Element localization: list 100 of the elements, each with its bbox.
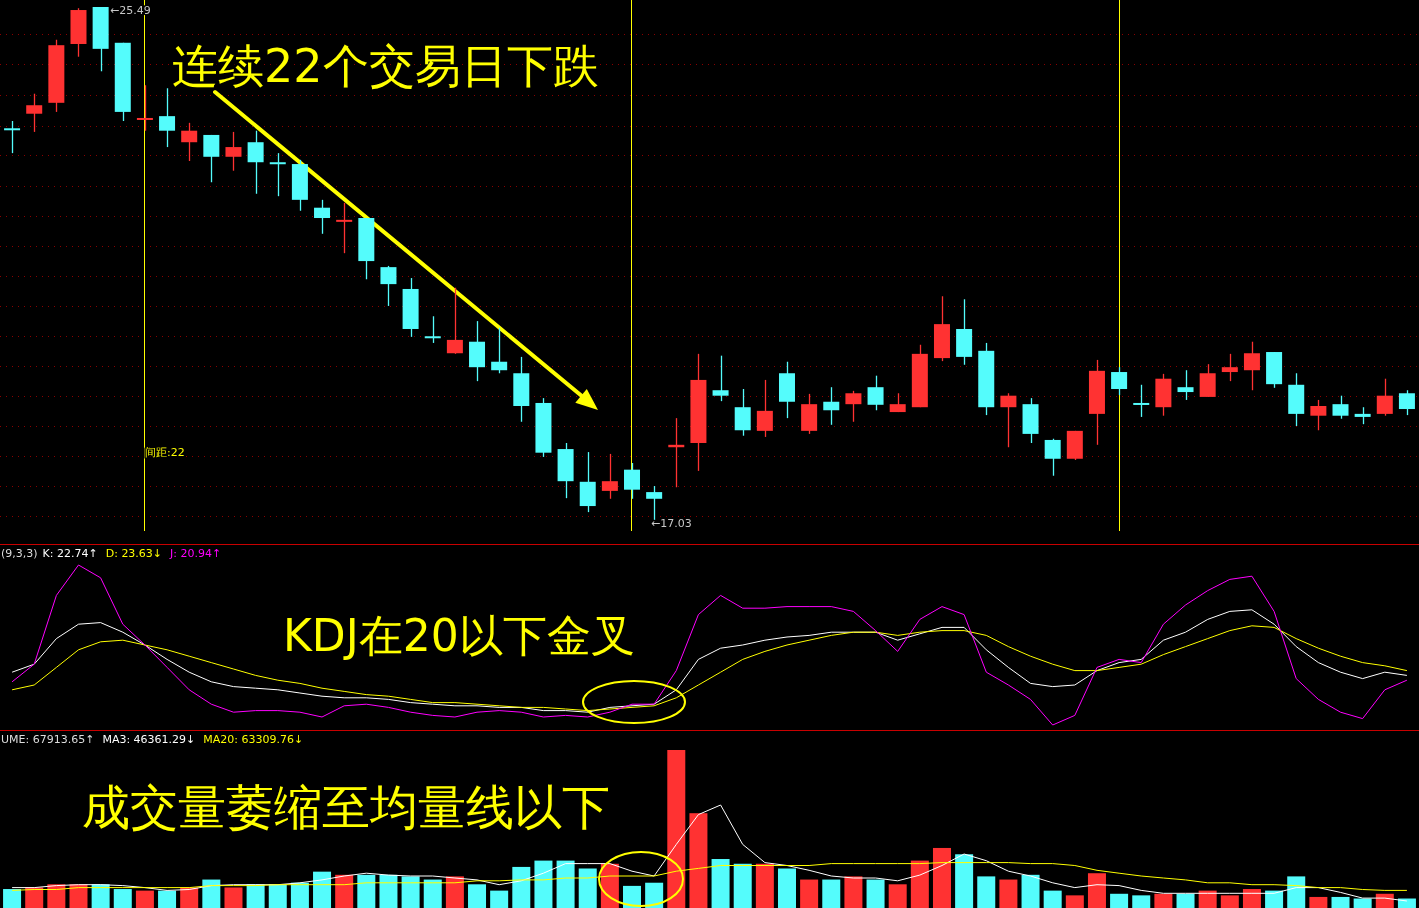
bar bbox=[910, 860, 929, 908]
bar bbox=[379, 874, 398, 908]
bar bbox=[733, 863, 752, 908]
bar bbox=[91, 884, 110, 908]
candlestick bbox=[203, 134, 220, 183]
candlestick bbox=[845, 390, 862, 423]
bar bbox=[1087, 873, 1106, 908]
bar bbox=[800, 879, 819, 908]
candlestick bbox=[136, 84, 153, 132]
bar bbox=[1110, 893, 1129, 908]
bar bbox=[423, 879, 442, 908]
bar bbox=[1287, 876, 1306, 908]
candlestick bbox=[734, 388, 751, 437]
bar bbox=[113, 889, 132, 908]
candlestick bbox=[446, 287, 463, 355]
candlestick bbox=[26, 93, 43, 133]
candlestick bbox=[336, 202, 353, 254]
bar bbox=[955, 854, 974, 908]
candlestick bbox=[712, 355, 729, 402]
candlestick bbox=[314, 199, 331, 235]
bar bbox=[1353, 898, 1372, 908]
bar bbox=[335, 874, 354, 908]
candlestick bbox=[225, 131, 242, 172]
bar bbox=[445, 876, 464, 908]
annotation: 连续22个交易日下跌 bbox=[172, 39, 599, 93]
text: D: 23.63↓ bbox=[105, 547, 163, 560]
candlestick bbox=[756, 379, 773, 438]
bar bbox=[711, 859, 730, 908]
candlestick bbox=[1000, 392, 1017, 448]
bar bbox=[290, 882, 309, 908]
candlestick bbox=[159, 87, 176, 148]
candlestick bbox=[1243, 341, 1260, 391]
bar bbox=[888, 884, 907, 908]
bar bbox=[1021, 874, 1040, 908]
candlestick bbox=[646, 485, 663, 521]
candlestick bbox=[1199, 363, 1216, 398]
bar bbox=[401, 876, 420, 908]
bar bbox=[844, 876, 863, 908]
bar bbox=[357, 874, 376, 908]
bar bbox=[1065, 895, 1084, 908]
candlestick bbox=[1332, 395, 1349, 420]
text: UME: 67913.65↑ bbox=[1, 733, 95, 746]
chart-title: (9,3,3) bbox=[1, 547, 38, 560]
bar bbox=[534, 860, 553, 908]
candlestick bbox=[1310, 399, 1327, 431]
candlestick bbox=[491, 327, 508, 374]
candlestick bbox=[380, 265, 397, 307]
bar bbox=[1154, 893, 1173, 908]
candlestick bbox=[269, 152, 286, 197]
candlestick bbox=[624, 462, 641, 500]
bar bbox=[1242, 889, 1261, 908]
bar bbox=[3, 889, 22, 908]
text: K: 22.74↑ bbox=[42, 547, 98, 560]
candlestick bbox=[1111, 366, 1128, 396]
bar bbox=[313, 871, 332, 908]
bar bbox=[623, 885, 642, 908]
bar bbox=[1265, 890, 1284, 908]
candlestick bbox=[1376, 378, 1393, 417]
bar bbox=[268, 884, 287, 908]
bar bbox=[977, 876, 996, 908]
bar bbox=[25, 887, 44, 908]
bar bbox=[1176, 893, 1195, 908]
bar bbox=[755, 863, 774, 908]
candlestick bbox=[247, 130, 264, 195]
text: MA3: 46361.29↓ bbox=[102, 733, 196, 746]
text: MA20: 63309.76↓ bbox=[203, 733, 304, 746]
bar bbox=[490, 890, 509, 908]
candlestick bbox=[867, 375, 884, 411]
annotation: KDJ在20以下金叉 bbox=[283, 610, 635, 661]
bar bbox=[822, 879, 841, 908]
text: J: 20.94↑ bbox=[169, 547, 222, 560]
bar bbox=[202, 879, 221, 908]
bar bbox=[999, 879, 1018, 908]
bar bbox=[777, 868, 796, 908]
candlestick bbox=[1221, 353, 1238, 382]
bar bbox=[1132, 895, 1151, 908]
bar bbox=[689, 813, 708, 908]
candlestick bbox=[1044, 438, 1061, 477]
annotation: ←17.03 bbox=[651, 517, 692, 530]
annotation: 间距:22 bbox=[145, 446, 185, 459]
bar bbox=[932, 847, 951, 908]
candlestick bbox=[1133, 384, 1150, 418]
bar bbox=[512, 866, 531, 908]
bar bbox=[158, 890, 177, 908]
candlestick bbox=[4, 120, 21, 154]
bar bbox=[224, 887, 243, 908]
bar bbox=[1309, 896, 1328, 908]
bar bbox=[246, 884, 265, 908]
candlestick bbox=[1398, 389, 1415, 416]
bar bbox=[468, 884, 487, 908]
candlestick bbox=[181, 122, 198, 162]
bar bbox=[866, 879, 885, 908]
bar bbox=[1331, 896, 1350, 908]
bar bbox=[578, 868, 597, 908]
candlestick bbox=[601, 453, 618, 500]
bar bbox=[1043, 890, 1062, 908]
candlestick bbox=[823, 386, 840, 426]
bar bbox=[1220, 895, 1239, 908]
bar bbox=[645, 882, 664, 908]
candlestick bbox=[424, 315, 441, 344]
